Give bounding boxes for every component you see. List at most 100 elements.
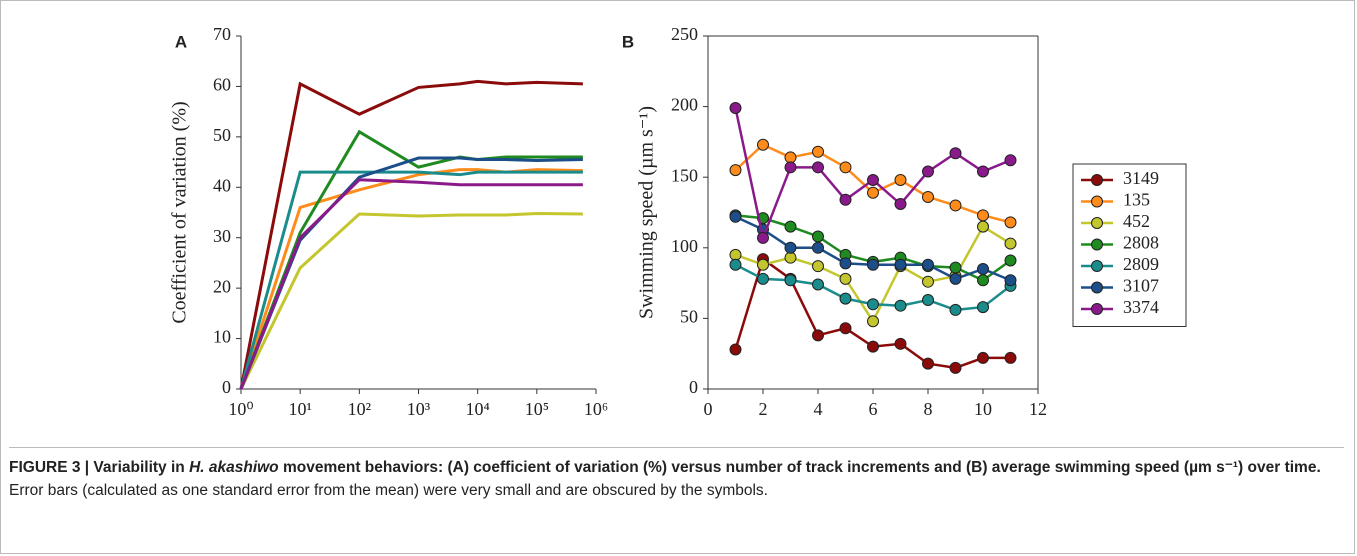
data-point xyxy=(729,258,742,271)
data-point xyxy=(1004,237,1017,250)
x-tick-label: 10⁰ xyxy=(228,399,253,419)
caption-text: FIGURE 3 | Variability in xyxy=(9,459,190,476)
caption-text: movement behaviors: (A) coefficient of v… xyxy=(278,459,1321,476)
y-tick-label: 50 xyxy=(213,125,231,145)
data-point xyxy=(757,258,769,271)
data-point xyxy=(839,292,852,305)
data-point xyxy=(922,165,934,178)
data-point xyxy=(867,298,879,311)
data-point xyxy=(729,210,742,223)
legend-label: 3374 xyxy=(1123,297,1159,317)
data-point xyxy=(894,299,907,312)
y-tick-label: 10 xyxy=(213,327,231,347)
x-tick-label: 10¹ xyxy=(288,399,311,419)
data-point xyxy=(977,351,989,364)
y-tick-label: 60 xyxy=(213,75,231,95)
legend-label: 3107 xyxy=(1123,276,1159,296)
data-point xyxy=(977,301,989,314)
y-tick-label: 150 xyxy=(671,165,698,185)
y-tick-label: 200 xyxy=(671,95,698,115)
data-point xyxy=(949,261,962,274)
legend-marker xyxy=(1091,238,1103,251)
data-point xyxy=(1004,274,1017,287)
y-tick-label: 40 xyxy=(213,175,231,195)
data-point xyxy=(839,272,852,285)
data-point xyxy=(949,147,962,160)
x-tick-label: 6 xyxy=(869,399,878,419)
legend-marker xyxy=(1091,217,1103,229)
legend-label: 452 xyxy=(1123,211,1150,231)
data-point xyxy=(977,209,989,222)
data-point xyxy=(812,230,824,243)
legend-label: 135 xyxy=(1123,190,1150,210)
data-point xyxy=(729,102,742,115)
y-tick-label: 20 xyxy=(213,276,231,296)
series-line xyxy=(239,170,583,390)
data-point xyxy=(977,220,989,233)
data-point xyxy=(867,340,879,353)
data-point xyxy=(812,145,824,158)
legend-marker xyxy=(1091,195,1103,208)
data-point xyxy=(812,161,824,174)
caption-text: Error bars (calculated as one standard e… xyxy=(9,482,768,499)
x-tick-label: 2 xyxy=(759,399,768,419)
data-point xyxy=(812,329,824,342)
data-point xyxy=(784,251,797,264)
y-tick-label: 50 xyxy=(680,307,698,327)
data-point xyxy=(729,164,742,177)
data-point xyxy=(729,343,742,356)
legend-marker xyxy=(1091,174,1103,186)
data-point xyxy=(894,198,907,211)
data-point xyxy=(977,274,989,287)
data-point xyxy=(1004,351,1017,364)
data-point xyxy=(867,174,879,187)
legend-marker xyxy=(1091,303,1103,315)
series-line xyxy=(239,156,583,390)
x-tick-label: 10⁴ xyxy=(466,399,490,419)
data-point xyxy=(922,357,934,370)
data-point xyxy=(729,248,742,261)
y-axis-label: Coefficient of variation (%) xyxy=(169,101,191,323)
data-point xyxy=(894,258,907,271)
x-tick-label: 0 xyxy=(704,399,713,419)
data-point xyxy=(949,361,962,374)
x-tick-label: 4 xyxy=(814,399,823,419)
data-point xyxy=(1004,254,1017,267)
charts: A01020304050607010⁰10¹10²10³10⁴10⁵10⁶No.… xyxy=(169,24,1187,441)
data-point xyxy=(812,260,824,273)
x-axis-label: No. of track increments xyxy=(324,439,513,441)
x-tick-label: 10 xyxy=(974,399,992,419)
data-point xyxy=(922,190,934,203)
data-point xyxy=(867,258,879,271)
data-point xyxy=(757,272,769,285)
y-tick-label: 0 xyxy=(222,377,231,397)
data-point xyxy=(949,272,962,285)
data-point xyxy=(949,303,962,316)
series-line xyxy=(239,178,583,390)
data-point xyxy=(1004,216,1017,229)
y-tick-label: 30 xyxy=(213,226,231,246)
legend-marker xyxy=(1091,260,1103,272)
x-axis-label: Time (h) xyxy=(838,439,908,441)
series-line xyxy=(734,215,1011,282)
series-line xyxy=(239,212,583,390)
legend-label: 2808 xyxy=(1123,233,1159,253)
data-point xyxy=(784,161,797,174)
data-point xyxy=(839,257,852,270)
data-point xyxy=(812,241,824,254)
data-point xyxy=(784,220,797,233)
y-tick-label: 250 xyxy=(671,24,698,44)
series-line xyxy=(734,107,1011,243)
legend-label: 2809 xyxy=(1123,254,1159,274)
data-point xyxy=(922,275,934,288)
data-point xyxy=(867,315,879,328)
data-point xyxy=(839,193,852,206)
data-point xyxy=(894,337,907,350)
caption: FIGURE 3 | Variability in H. akashiwo mo… xyxy=(9,447,1344,502)
panel-label: A xyxy=(175,32,187,51)
data-point xyxy=(922,258,934,271)
data-point xyxy=(784,151,797,164)
legend-marker xyxy=(1091,281,1103,294)
x-tick-label: 12 xyxy=(1029,399,1047,419)
